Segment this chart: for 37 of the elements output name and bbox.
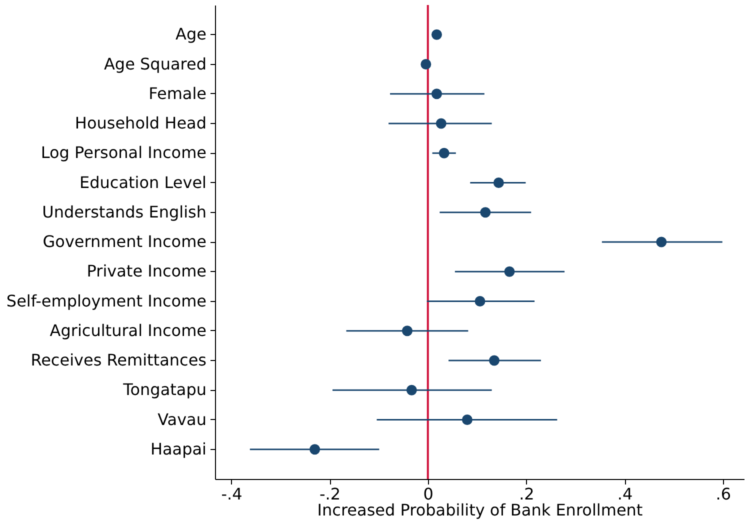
y-tick-label: Haapai — [150, 439, 206, 458]
point — [438, 148, 450, 158]
y-tick-label: Female — [148, 84, 206, 103]
y-tick-label: Self-employment Income — [6, 291, 206, 310]
point — [462, 414, 472, 425]
point — [431, 88, 442, 100]
point — [493, 178, 504, 188]
point — [480, 207, 491, 218]
x-tick-label: .4 — [617, 484, 633, 504]
y-tick-label: Log Personal Income — [40, 143, 206, 162]
y-tick-label: Age Squared — [104, 54, 206, 74]
x-tick-label: .6 — [716, 484, 731, 504]
x-axis-title: Increased Probability of Bank Enrollment — [317, 500, 643, 520]
point — [406, 384, 417, 396]
y-tick-label: Receives Remittances — [30, 350, 206, 370]
y-tick-label: Vavau — [158, 410, 206, 429]
point — [474, 296, 486, 306]
y-tick-label: Education Level — [80, 172, 206, 192]
point — [310, 444, 320, 455]
x-tick-label: -.4 — [221, 484, 242, 504]
x-tick-label: 0 — [423, 484, 434, 504]
y-tick-label: Age — [176, 24, 206, 44]
y-tick-label: Government Income — [42, 232, 206, 251]
x-tick-label: .2 — [519, 484, 534, 504]
y-tick-label: Agricultural Income — [50, 320, 206, 340]
point — [431, 29, 442, 40]
y-tick-label: Understands English — [42, 202, 206, 222]
point — [489, 355, 500, 366]
y-tick-label: Private Income — [86, 262, 206, 281]
point — [402, 326, 412, 336]
y-tick-label: Tongatapu — [122, 380, 206, 400]
point — [420, 59, 432, 70]
point — [436, 118, 446, 129]
point — [656, 236, 667, 248]
point — [504, 266, 515, 277]
x-tick-label: -.2 — [320, 484, 341, 504]
y-tick-label: Household Head — [74, 114, 206, 132]
